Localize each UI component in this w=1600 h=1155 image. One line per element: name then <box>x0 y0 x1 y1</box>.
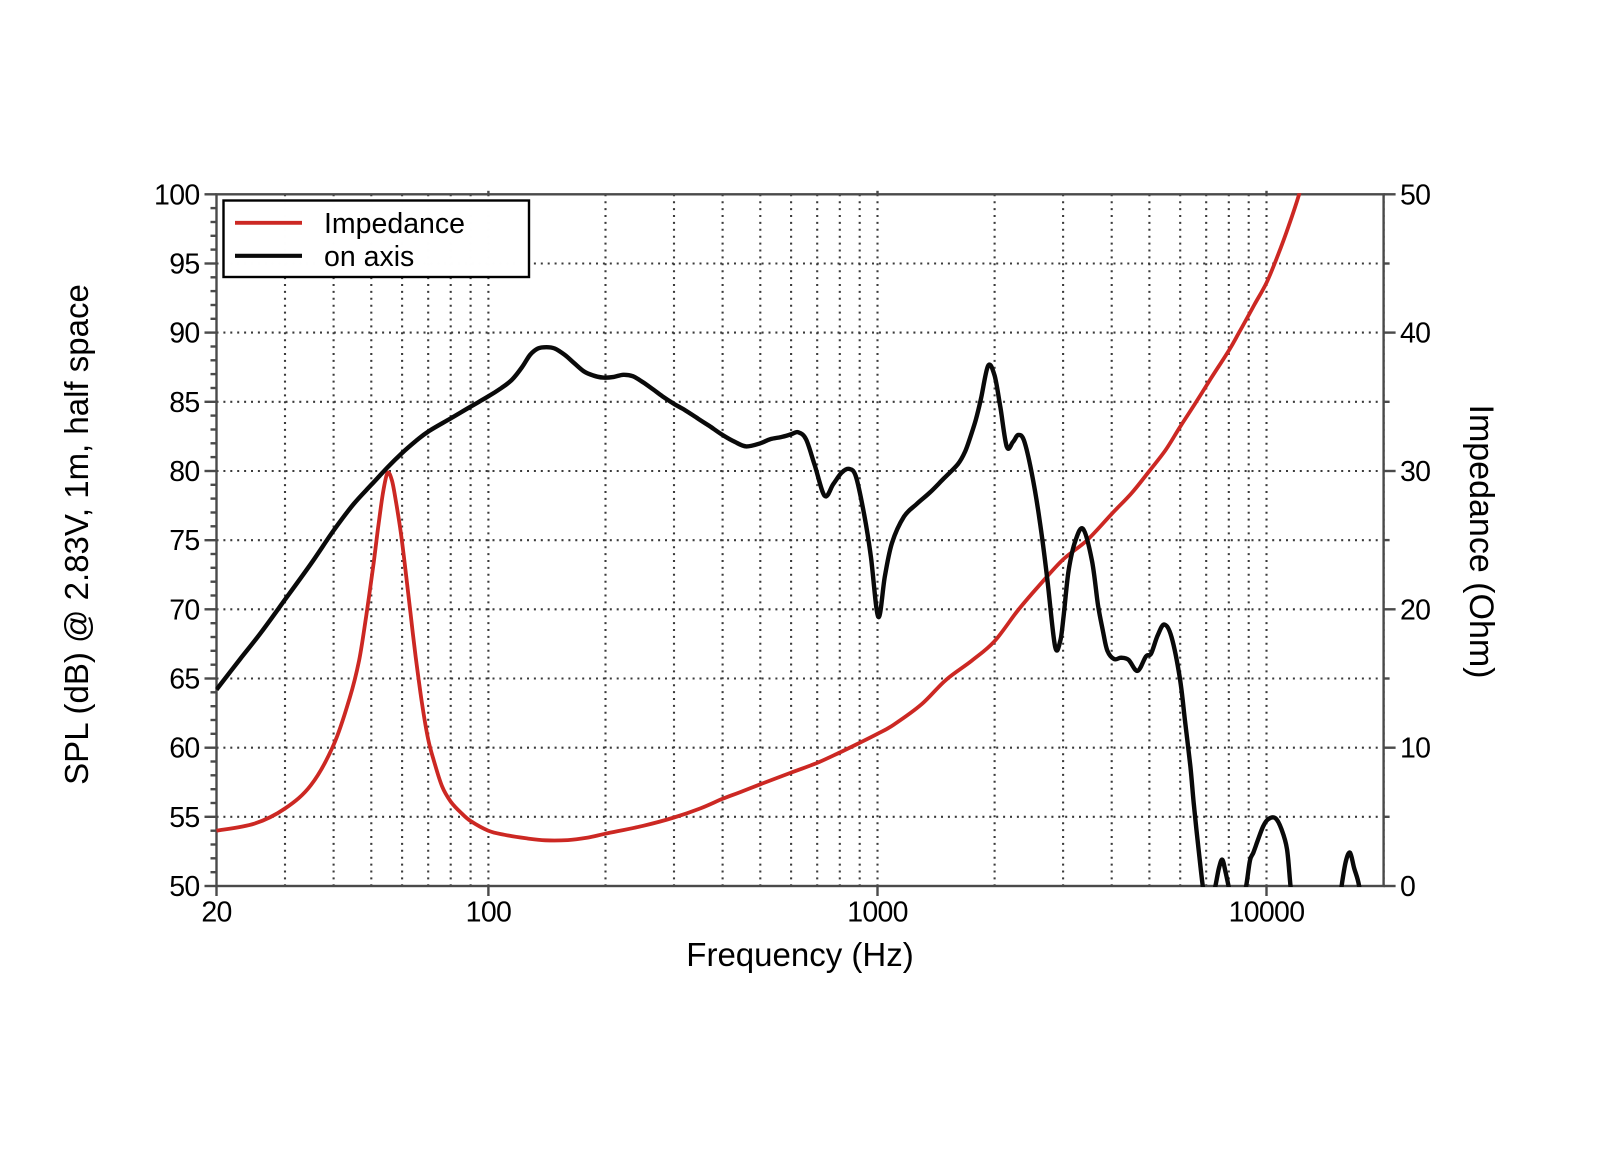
svg-text:100: 100 <box>466 897 511 929</box>
svg-text:on axis: on axis <box>324 241 414 273</box>
svg-text:30: 30 <box>1400 456 1430 488</box>
svg-text:Impedance: Impedance <box>324 208 465 240</box>
svg-text:Impedance (Ohm): Impedance (Ohm) <box>1462 405 1500 679</box>
svg-text:0: 0 <box>1400 871 1415 903</box>
svg-text:60: 60 <box>169 733 199 765</box>
svg-text:10000: 10000 <box>1229 897 1305 929</box>
svg-text:85: 85 <box>169 387 199 419</box>
svg-text:50: 50 <box>169 871 199 903</box>
svg-text:75: 75 <box>169 525 199 557</box>
svg-text:40: 40 <box>1400 318 1430 350</box>
svg-text:100: 100 <box>154 179 199 211</box>
svg-text:80: 80 <box>169 456 199 488</box>
svg-text:1000: 1000 <box>847 897 908 929</box>
svg-text:90: 90 <box>169 318 199 350</box>
svg-text:20: 20 <box>1400 594 1430 626</box>
svg-text:20: 20 <box>201 897 231 929</box>
svg-text:65: 65 <box>169 664 199 696</box>
svg-text:10: 10 <box>1400 733 1430 765</box>
svg-text:SPL (dB) @ 2.83V, 1m, half spa: SPL (dB) @ 2.83V, 1m, half space <box>58 284 95 785</box>
svg-text:Frequency (Hz): Frequency (Hz) <box>686 936 913 973</box>
svg-text:70: 70 <box>169 594 199 626</box>
svg-text:95: 95 <box>169 249 199 281</box>
svg-text:50: 50 <box>1400 179 1430 211</box>
svg-text:55: 55 <box>169 802 199 834</box>
